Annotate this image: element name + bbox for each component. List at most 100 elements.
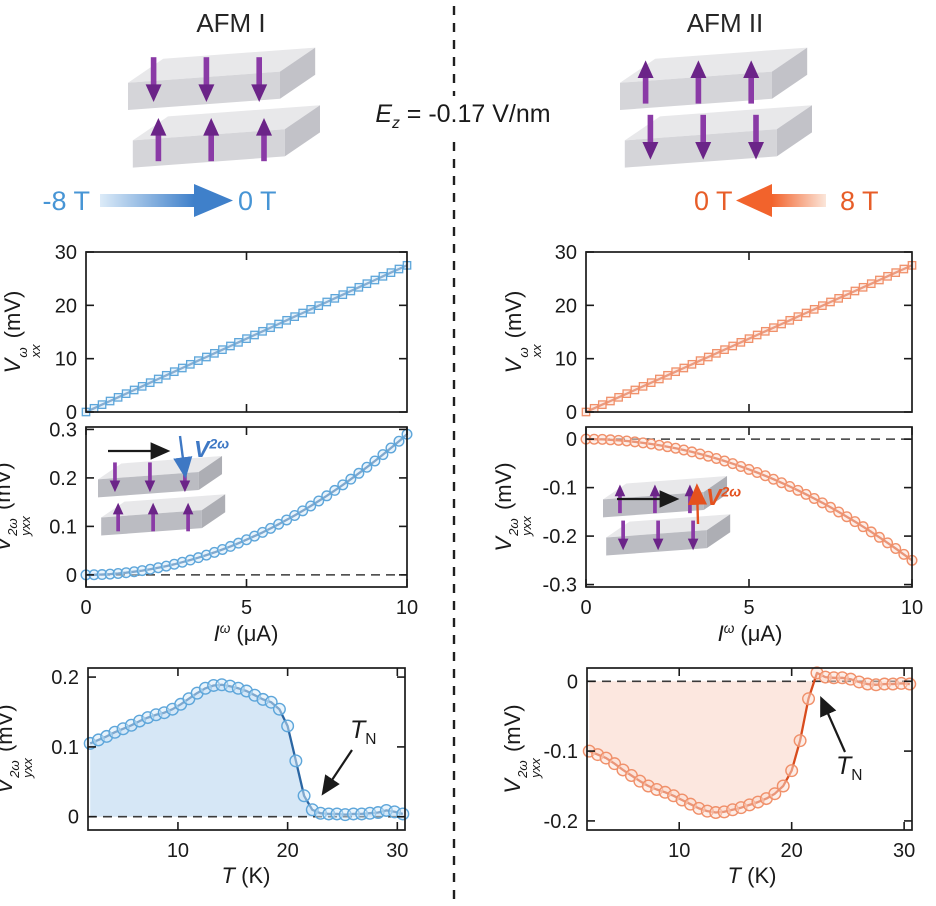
x-tick-label: 0 <box>580 597 591 619</box>
tick-marks <box>587 668 912 830</box>
field-arrow-head <box>194 184 233 217</box>
y-tick-label: 20 <box>55 295 77 317</box>
marker-circle <box>393 435 405 447</box>
y-tick-label: 10 <box>555 349 577 371</box>
marker-square <box>121 389 131 399</box>
marker-square <box>346 286 356 296</box>
neel-temperature-label-afm1: TN <box>350 716 377 748</box>
marker-circle <box>297 505 309 517</box>
marker-square <box>145 378 155 388</box>
marker-square <box>646 378 656 388</box>
spin-arrow-head <box>251 84 268 102</box>
spin-arrow-head <box>198 84 215 102</box>
y-tick-label: -0.2 <box>544 811 578 833</box>
x-tick-label: 30 <box>893 840 915 862</box>
marker-circle <box>785 764 799 778</box>
spin-up-arrow <box>203 118 220 162</box>
xlabel-temp-afm1: T (K) <box>221 863 271 888</box>
spin-arrow-shaft <box>691 520 695 540</box>
afm2-bilayer-schematic <box>620 47 812 168</box>
marker-square <box>258 326 267 336</box>
spin-down-arrow <box>687 520 699 551</box>
tick-labels: 0 5 10 0 -0.1 -0.2 -0.3 <box>543 429 924 619</box>
marker-circle <box>289 509 301 521</box>
spin-up-arrow <box>150 118 167 162</box>
tick-marks <box>85 427 408 587</box>
marker-square <box>606 396 615 406</box>
spin-arrow-shaft <box>688 494 692 514</box>
tick-marks <box>585 427 913 587</box>
x-tick-label: 0 <box>80 597 91 619</box>
data-markers <box>81 260 412 417</box>
marker-circle <box>281 719 295 733</box>
spin-arrow-head <box>617 538 629 551</box>
spin-down-arrow <box>695 114 712 160</box>
spin-arrow-head <box>109 480 121 493</box>
slab-top-face <box>128 47 316 83</box>
marker-circle <box>873 531 885 543</box>
marker-square <box>362 279 372 289</box>
spin-down-arrow <box>251 57 268 102</box>
x-tick-label: 10 <box>901 597 923 619</box>
marker-circle <box>903 677 917 691</box>
axes-box <box>87 667 406 831</box>
marker-square <box>769 323 778 333</box>
sweep-left-end-label: 0 T <box>238 186 277 216</box>
marker-square <box>801 308 811 318</box>
spin-arrow-head <box>614 484 626 497</box>
spin-up-arrow <box>112 502 124 532</box>
marker-square <box>728 341 738 351</box>
spin-arrow-shaft <box>621 520 625 540</box>
marker-square <box>234 337 243 347</box>
slab-top-face <box>606 514 731 538</box>
tick-labels: 0 10 20 30 <box>55 242 77 424</box>
slab-side-face <box>284 105 320 157</box>
marker-square <box>866 279 876 289</box>
data-markers <box>581 260 917 417</box>
spin-arrow-head <box>203 118 220 136</box>
spin-arrow-shaft <box>647 114 654 144</box>
marker-square <box>169 367 179 377</box>
slab-top-face <box>620 47 808 83</box>
neel-temperature-label-afm2: TN <box>836 752 863 784</box>
tick-labels: 10 20 30 0 -0.1 -0.2 <box>544 671 916 862</box>
marker-circle <box>890 543 902 555</box>
spin-arrow-shaft <box>151 512 155 532</box>
marker-square <box>891 268 901 277</box>
x-tick-label: 20 <box>781 840 803 862</box>
spin-arrow-head <box>649 484 661 497</box>
y-tick-label: 30 <box>55 242 77 264</box>
area-fill <box>90 684 403 817</box>
slab-side-face <box>776 105 812 157</box>
marker-square <box>622 389 632 399</box>
marker-square <box>760 326 770 336</box>
marker-circle <box>849 516 861 528</box>
marker-square <box>330 293 340 303</box>
y-tick-label: 0.3 <box>49 419 77 441</box>
marker-square <box>210 348 219 358</box>
marker-square <box>298 308 308 318</box>
marker-square <box>744 334 754 344</box>
field-arrow-body <box>772 194 826 207</box>
marker-square <box>630 385 640 395</box>
data-markers <box>83 678 410 822</box>
y-tick-label: 0.2 <box>49 468 77 490</box>
marker-circle <box>841 511 853 523</box>
spin-arrow-shaft <box>208 132 214 162</box>
marker-square <box>97 400 107 409</box>
sweep-right-start-label: 8 T <box>840 186 879 216</box>
marker-circle <box>776 779 790 793</box>
tick-labels: 0 10 20 30 <box>555 242 577 424</box>
spin-arrow-shaft <box>261 132 267 162</box>
marker-square <box>113 392 123 402</box>
chart-vxx-afm1: 0 10 20 30 <box>55 242 412 424</box>
spin-arrow-shaft <box>155 132 162 162</box>
y-tick-label: 20 <box>555 295 577 317</box>
marker-square <box>736 337 746 347</box>
slab-side-face <box>198 456 223 490</box>
spin-arrow-shaft <box>700 114 706 144</box>
chart-vyxx-current-afm1: 0 5 10 0 0.1 0.2 0.3 <box>49 419 418 619</box>
afm1-bilayer-schematic <box>128 47 320 168</box>
marker-square <box>354 282 364 292</box>
